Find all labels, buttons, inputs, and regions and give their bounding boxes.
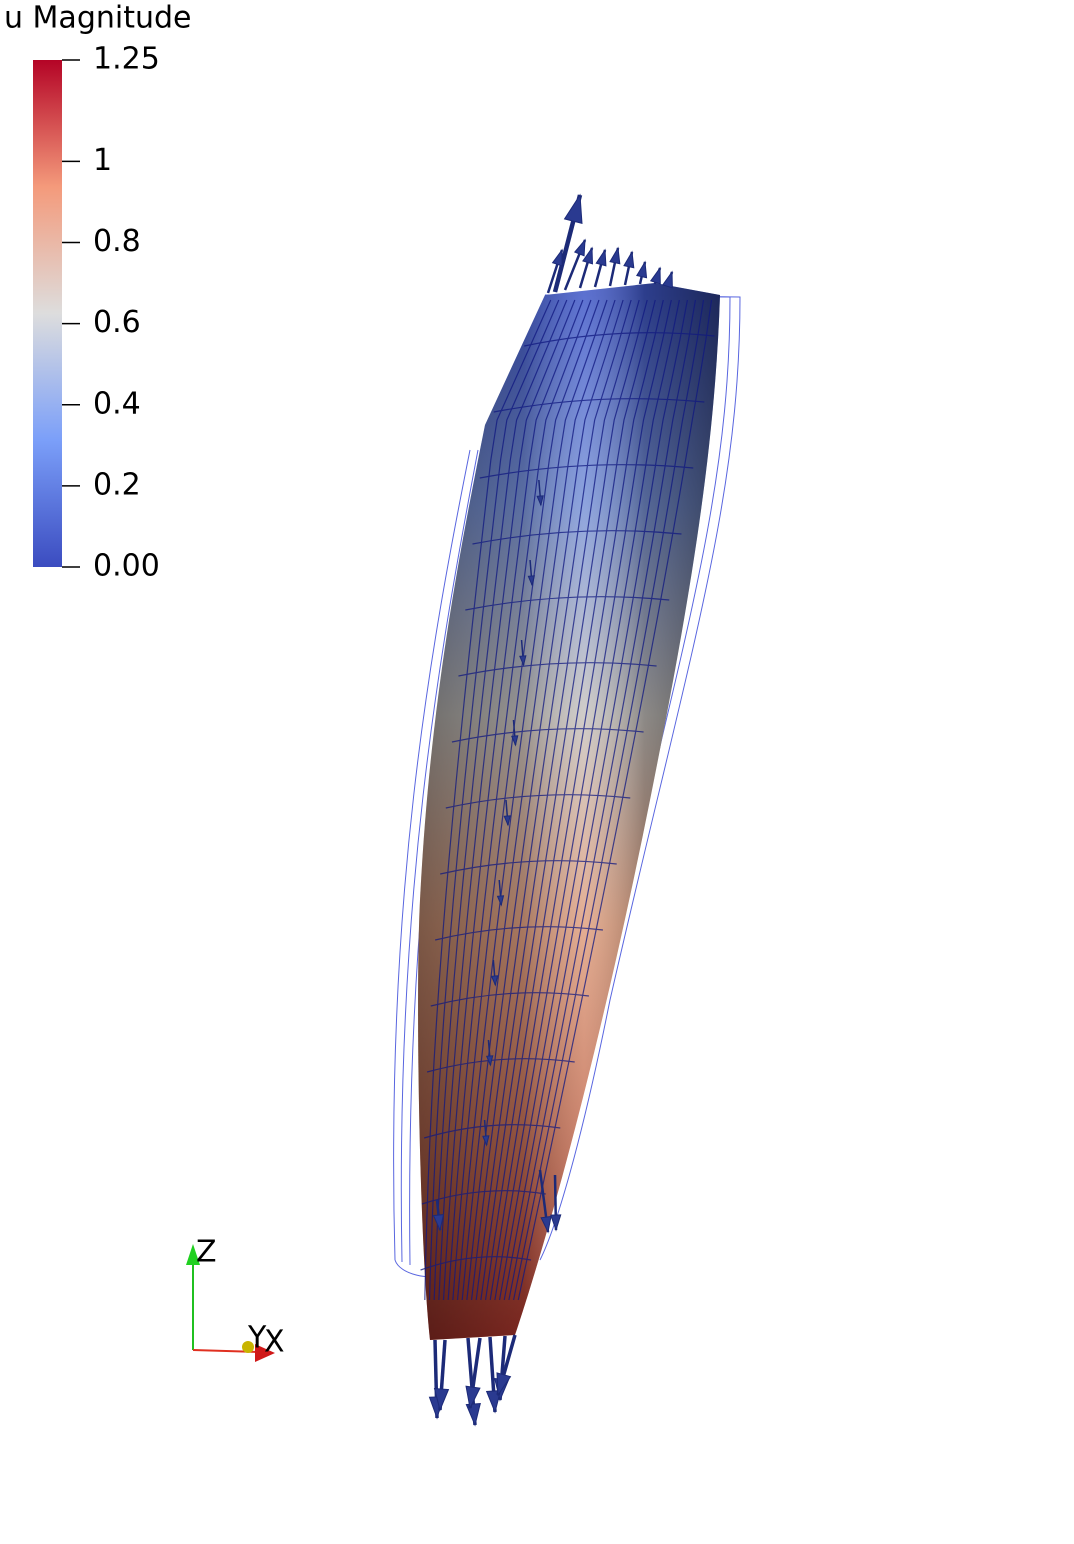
arrow-head bbox=[573, 238, 586, 257]
mesh-line bbox=[484, 299, 656, 1301]
arrow-head bbox=[661, 270, 673, 289]
mesh-ring bbox=[435, 926, 603, 941]
arrow-head bbox=[623, 250, 635, 269]
mesh-line bbox=[489, 299, 664, 1301]
mesh-line bbox=[424, 299, 552, 1301]
mesh-line bbox=[470, 299, 632, 1301]
mesh-line bbox=[508, 299, 697, 1301]
mesh-ring bbox=[445, 794, 631, 809]
mesh-line bbox=[456, 299, 608, 1301]
mesh-line bbox=[447, 299, 592, 1301]
colorbar-title: u Magnitude bbox=[4, 1, 192, 36]
arrow-head bbox=[595, 248, 607, 267]
mesh-ring bbox=[421, 1190, 546, 1205]
mesh-line bbox=[442, 299, 584, 1301]
arrow-head bbox=[649, 266, 661, 285]
arrow-head bbox=[465, 1385, 481, 1410]
mesh-ring bbox=[479, 464, 694, 479]
colorbar-tick-label: 0.00 bbox=[93, 549, 160, 584]
mesh-ring bbox=[423, 1124, 561, 1139]
arrow-head bbox=[490, 975, 499, 987]
colorbar-tick-label: 0.2 bbox=[93, 467, 141, 502]
mesh-ring bbox=[430, 992, 589, 1007]
colorbar-tick-label: 1.25 bbox=[93, 42, 160, 77]
arrow-head bbox=[540, 1215, 552, 1234]
arrow-head bbox=[582, 246, 593, 265]
arrow-head bbox=[527, 575, 535, 587]
arrow-head bbox=[433, 1388, 450, 1412]
axis-label-y: Y bbox=[247, 1321, 267, 1356]
mesh-line bbox=[498, 299, 680, 1301]
mesh-line bbox=[480, 299, 648, 1301]
mesh-ring bbox=[440, 860, 617, 875]
colorbar-tick-label: 0.8 bbox=[93, 224, 141, 259]
axis-label-x: X bbox=[264, 1325, 285, 1360]
mesh-line bbox=[512, 299, 705, 1301]
arrow-head bbox=[485, 1390, 502, 1414]
mesh-ring bbox=[493, 398, 705, 413]
arrow-head bbox=[519, 655, 527, 667]
arrow-head bbox=[482, 1135, 490, 1147]
arrow-head bbox=[511, 735, 519, 747]
colorbar-tick-label: 0.6 bbox=[93, 305, 141, 340]
axis-label-z: Z bbox=[196, 1235, 217, 1270]
arrow-head bbox=[496, 895, 505, 907]
mesh-ring bbox=[451, 728, 644, 743]
mesh-line bbox=[494, 299, 672, 1301]
mesh-line bbox=[517, 299, 713, 1301]
mesh-ring bbox=[426, 1058, 575, 1073]
arrow-head bbox=[609, 246, 621, 265]
mesh-line bbox=[438, 299, 576, 1301]
mesh-line bbox=[433, 299, 568, 1301]
mesh-ring bbox=[458, 662, 657, 677]
mesh-line bbox=[428, 299, 560, 1301]
arrow-head bbox=[551, 248, 563, 267]
mesh-line bbox=[503, 299, 688, 1301]
mesh-ring bbox=[472, 530, 682, 545]
arrow-head bbox=[432, 1214, 445, 1232]
arrow-head bbox=[536, 495, 544, 507]
colorbar-tick-label: 0.4 bbox=[93, 386, 141, 421]
colorbar bbox=[33, 60, 62, 567]
mesh-ring bbox=[524, 332, 715, 347]
mesh-line bbox=[475, 299, 640, 1301]
mesh-ring bbox=[420, 1256, 532, 1271]
arrow-head bbox=[503, 815, 511, 827]
arrow-head bbox=[636, 260, 648, 279]
arrow-head bbox=[496, 1372, 512, 1397]
colorbar-tick-label: 1 bbox=[93, 143, 112, 178]
mesh-line bbox=[452, 299, 600, 1301]
arrow-head bbox=[485, 1055, 494, 1067]
arrow-head bbox=[563, 193, 583, 225]
arrow-head bbox=[550, 1214, 562, 1232]
mesh-ring bbox=[465, 596, 670, 611]
mesh-line bbox=[461, 299, 616, 1301]
axes-triad: Z Y X bbox=[186, 1235, 285, 1362]
